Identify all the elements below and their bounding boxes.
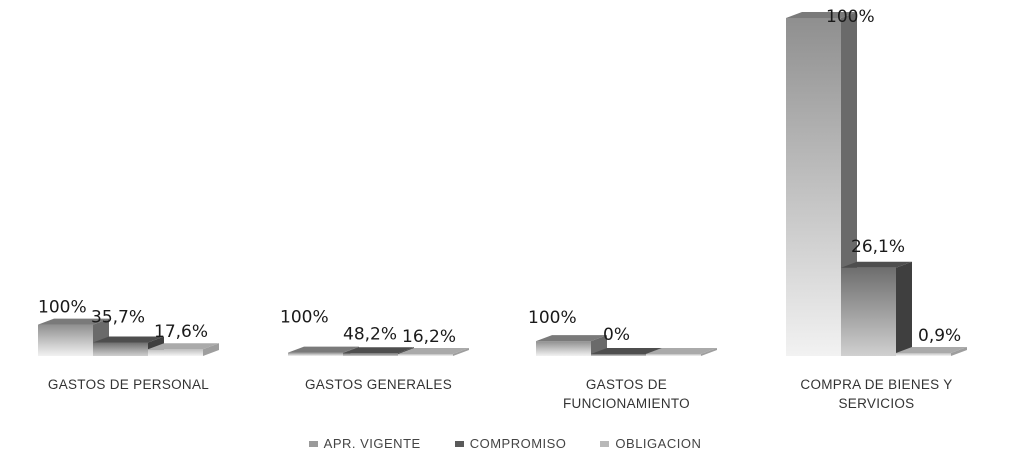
category-label: SERVICIOS: [839, 396, 915, 411]
bar-top: [148, 343, 219, 350]
bar-side: [896, 261, 912, 356]
category-label: GASTOS DE: [586, 377, 667, 392]
legend-label: APR. VIGENTE: [323, 436, 421, 451]
legend-label: COMPROMISO: [469, 436, 567, 451]
bar-side: [453, 348, 469, 356]
bar-top: [841, 261, 912, 268]
legend-item: OBLIGACION: [600, 436, 701, 451]
bar-gastos-de-personal-compromiso: [93, 342, 148, 356]
legend-label: OBLIGACION: [615, 436, 702, 451]
bar-chart: 100% 35,7%17,6%100%48,2% 16,2%100%0%100%26…: [38, 7, 967, 411]
data-label: 100%: [826, 7, 875, 27]
legend-item: COMPROMISO: [454, 436, 567, 451]
category-label: GASTOS GENERALES: [305, 377, 452, 392]
bar-gastos-de-funcionamiento-compromiso: [591, 354, 646, 356]
bar-gastos-de-funcionamiento-apr-vigente: [536, 341, 591, 356]
data-label: 48,2%: [343, 324, 397, 344]
bar-top: [786, 12, 857, 18]
data-label: 100%: [38, 298, 87, 318]
category-label: COMPRA DE BIENES Y: [800, 377, 952, 392]
legend-swatch: [308, 440, 318, 447]
legend-item: APR. VIGENTE: [308, 436, 421, 451]
legend-swatch: [454, 440, 464, 447]
data-label: 100%: [528, 308, 577, 328]
data-label: 16,2%: [402, 327, 456, 347]
legend: APR. VIGENTE COMPROMISO OBLIGACION: [0, 436, 1010, 451]
data-label: 100%: [280, 308, 329, 328]
data-label: 35,7%: [91, 307, 145, 327]
bar-gastos-generales-compromiso: [343, 353, 398, 356]
bar-top: [896, 346, 967, 353]
bar-gastos-generales-obligacion: [398, 354, 453, 356]
bar-compra-de-bienes-y-servicios-compromiso: [841, 267, 896, 356]
bar-top: [646, 348, 717, 354]
bar-compra-de-bienes-y-servicios-obligacion: [896, 352, 951, 356]
bar-top: [93, 336, 164, 343]
bar-gastos-de-funcionamiento-obligacion: [646, 354, 701, 356]
bar-top: [536, 335, 607, 342]
category-label: GASTOS DE PERSONAL: [48, 377, 209, 392]
bar-gastos-generales-apr-vigente: [288, 352, 343, 356]
bar-top: [343, 347, 414, 354]
data-label: 0%: [603, 325, 630, 345]
data-label: 17,6%: [154, 322, 208, 342]
bar-gastos-de-personal-obligacion: [148, 349, 203, 356]
bar-top: [398, 348, 469, 354]
legend-swatch: [600, 440, 610, 447]
bar-top: [38, 318, 109, 325]
bar-gastos-de-personal-apr-vigente: [38, 324, 93, 356]
bar-side: [951, 346, 967, 356]
bar-top: [288, 346, 359, 353]
data-label: 0,9%: [918, 326, 961, 346]
bar-top: [591, 348, 662, 354]
bar-compra-de-bienes-y-servicios-apr-vigente: [786, 18, 841, 356]
bar-side: [701, 348, 717, 356]
data-label: 26,1%: [851, 237, 905, 257]
bar-side: [203, 343, 219, 356]
category-label: FUNCIONAMIENTO: [563, 396, 690, 411]
